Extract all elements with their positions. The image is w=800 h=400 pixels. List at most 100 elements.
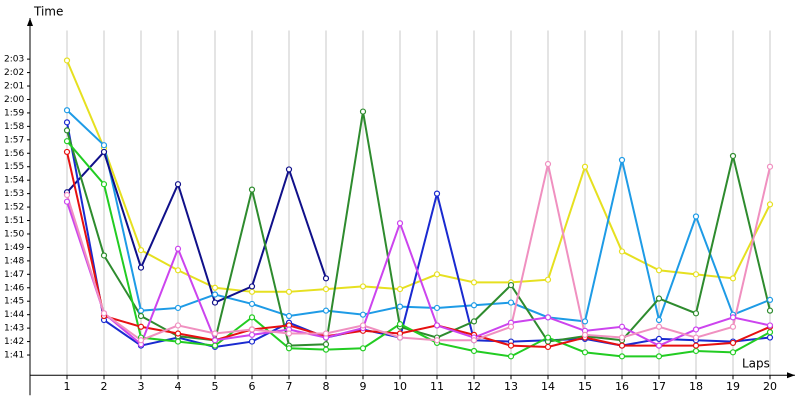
point [63,119,71,126]
x-tick-label: 16 [615,380,629,393]
point [766,163,774,170]
point [470,337,478,344]
point [211,291,219,298]
point [100,142,108,149]
point [174,338,182,345]
point [433,190,441,197]
y-tick-label: 1:44 [4,310,24,320]
x-tick-label: 15 [578,380,592,393]
series-line [66,151,771,348]
point [285,288,293,295]
point [248,300,256,308]
y-tick-label: 1:48 [4,256,24,266]
point [396,286,404,293]
point [729,275,737,282]
point [618,342,626,349]
point [248,331,256,338]
point [544,334,552,341]
series-line [66,109,771,324]
point [729,323,737,330]
point [137,323,145,330]
point [248,338,256,345]
point [507,353,515,360]
y-tick-label: 1:47 [4,270,24,280]
x-tick-label: 19 [726,380,740,393]
point [766,296,774,303]
y-tick-label: 1:59 [4,108,24,118]
point [470,302,478,309]
point [692,326,700,333]
point [692,347,700,355]
point [655,335,663,342]
point [63,148,71,156]
point [655,323,663,330]
x-axis-arrow [787,372,795,379]
y-tick-label: 1:54 [4,176,24,186]
point [692,342,700,349]
point [137,337,145,344]
point [396,220,404,227]
y-tick-label: 1:46 [4,283,24,293]
point [618,334,626,341]
series-line [66,111,771,347]
point [544,276,552,283]
y-tick-label: 1:55 [4,162,24,172]
point [248,314,256,321]
point [396,303,404,310]
point [248,326,256,333]
point [655,267,663,274]
point [100,181,108,188]
point [433,271,441,278]
point [211,299,219,306]
point [137,247,145,254]
y-tick-label: 1:57 [4,135,24,145]
point [655,295,663,302]
point [655,342,663,349]
y-tick-label: 1:53 [4,189,24,199]
point [285,312,293,320]
point [174,245,182,252]
y-tick-label: 1:51 [4,216,24,226]
point [470,347,478,355]
point [655,353,663,360]
x-tick-label: 5 [212,380,219,393]
point [581,349,589,356]
point [359,345,367,352]
point [322,341,330,348]
y-tick-label: 2:02 [4,68,24,78]
y-axis-label: Time [33,5,63,19]
point [63,198,71,205]
point [63,138,71,145]
point [322,307,330,314]
point [248,283,256,290]
point [655,316,663,324]
point [285,345,293,352]
x-tick-label: 1 [64,380,71,393]
point [581,331,589,338]
y-tick-label: 1:56 [4,149,24,159]
point [100,148,108,156]
series-line [66,140,771,358]
point [766,322,774,329]
point [137,312,145,320]
point [211,330,219,337]
y-tick-label: 1:45 [4,297,24,307]
point [359,311,367,318]
point [729,349,737,356]
y-tick-label: 1:49 [4,243,24,253]
point [544,160,552,168]
point [766,307,774,314]
point [211,284,219,291]
point [322,286,330,293]
point [359,322,367,329]
point [618,156,626,164]
x-tick-label: 10 [393,380,407,393]
point [174,304,182,312]
point [322,330,330,337]
point [470,279,478,286]
y-tick-label: 2:00 [4,95,24,105]
point [248,186,256,193]
y-tick-label: 1:42 [4,337,24,347]
x-tick-label: 6 [249,380,256,393]
